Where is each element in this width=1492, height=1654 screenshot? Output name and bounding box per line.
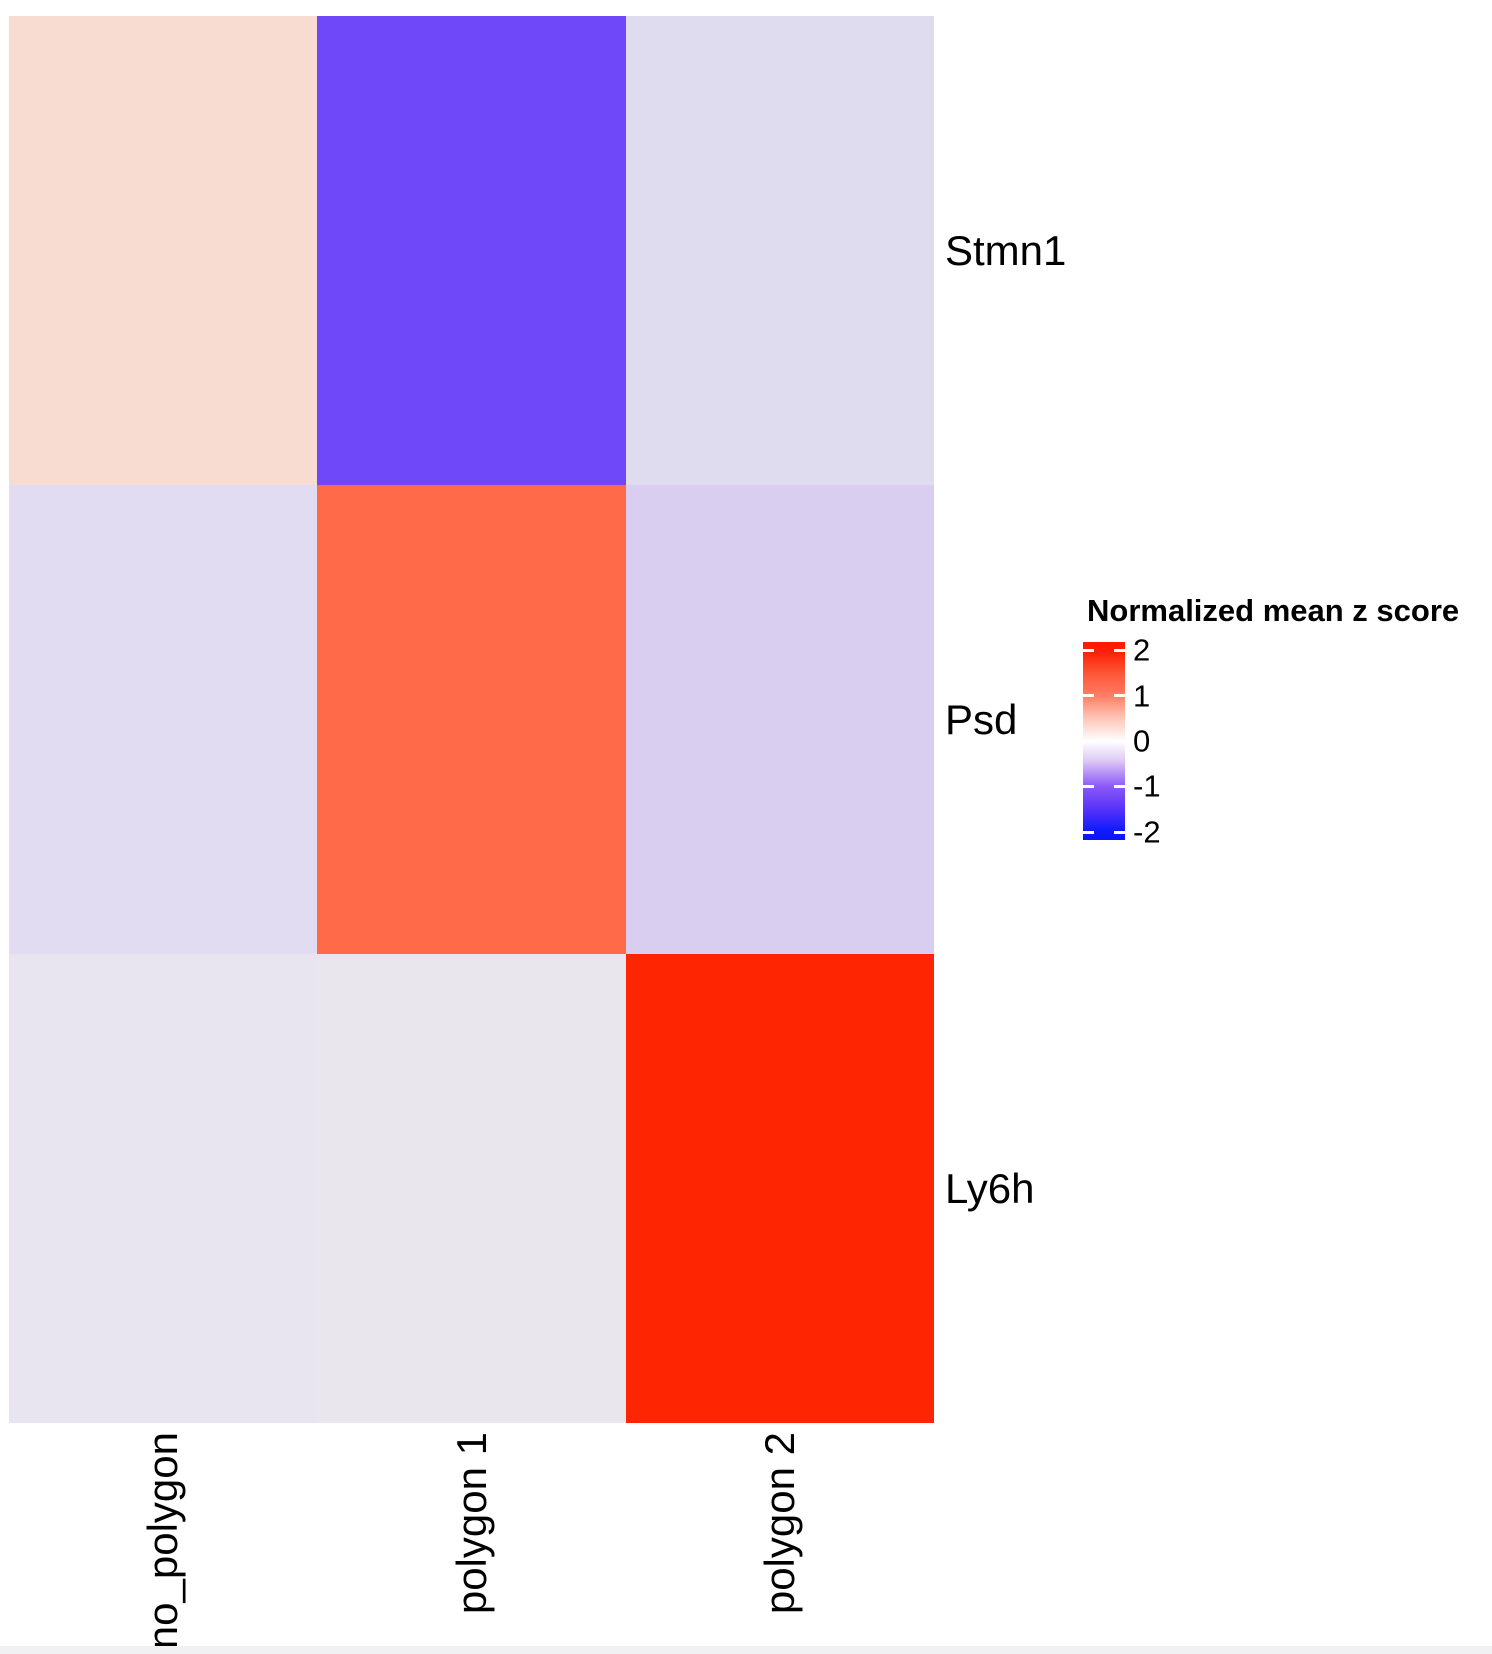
heatmap-cell [625,954,934,1423]
heatmap-cell [9,954,318,1423]
colorbar-tick-label: -1 [1133,768,1161,804]
heatmap-cell [9,485,318,954]
colorbar-tick-dash [1083,785,1094,789]
heatmap-cell [317,954,626,1423]
colorbar-tick-label: 1 [1133,678,1151,714]
colorbar-tick-dash [1114,830,1125,834]
bottom-strip [0,1646,1492,1654]
colorbar-tick-label: -2 [1133,814,1161,850]
colorbar-tick-dash [1114,694,1125,698]
colorbar-tick-dash [1114,649,1125,653]
colorbar-tick-dash [1083,649,1094,653]
legend-title: Normalized mean z score [1087,593,1460,628]
heatmap-cell [317,485,626,954]
heatmap-grid [9,16,934,1423]
colorbar-tick-dash [1114,740,1125,743]
colorbar-tick-dash [1083,694,1094,698]
row-label-psd: Psd [945,696,1018,743]
row-label-ly6h: Ly6h [945,1165,1035,1212]
heatmap-cell [625,16,934,485]
row-label-stmn1: Stmn1 [945,227,1067,274]
colorbar-tick-dash [1083,740,1094,743]
colorbar-tick-dash [1114,785,1125,789]
heatmap-cell [625,485,934,954]
col-label-polygon-2: polygon 2 [756,1432,803,1615]
heatmap-cell [9,16,318,485]
col-label-no-polygon: no_polygon [139,1432,186,1650]
colorbar-gradient [1083,642,1125,840]
heatmap-cell [317,16,626,485]
colorbar-tick-label: 0 [1133,723,1151,759]
colorbar-tick-dash [1083,830,1094,834]
col-label-polygon-1: polygon 1 [448,1432,495,1615]
colorbar-tick-label: 2 [1133,632,1151,668]
